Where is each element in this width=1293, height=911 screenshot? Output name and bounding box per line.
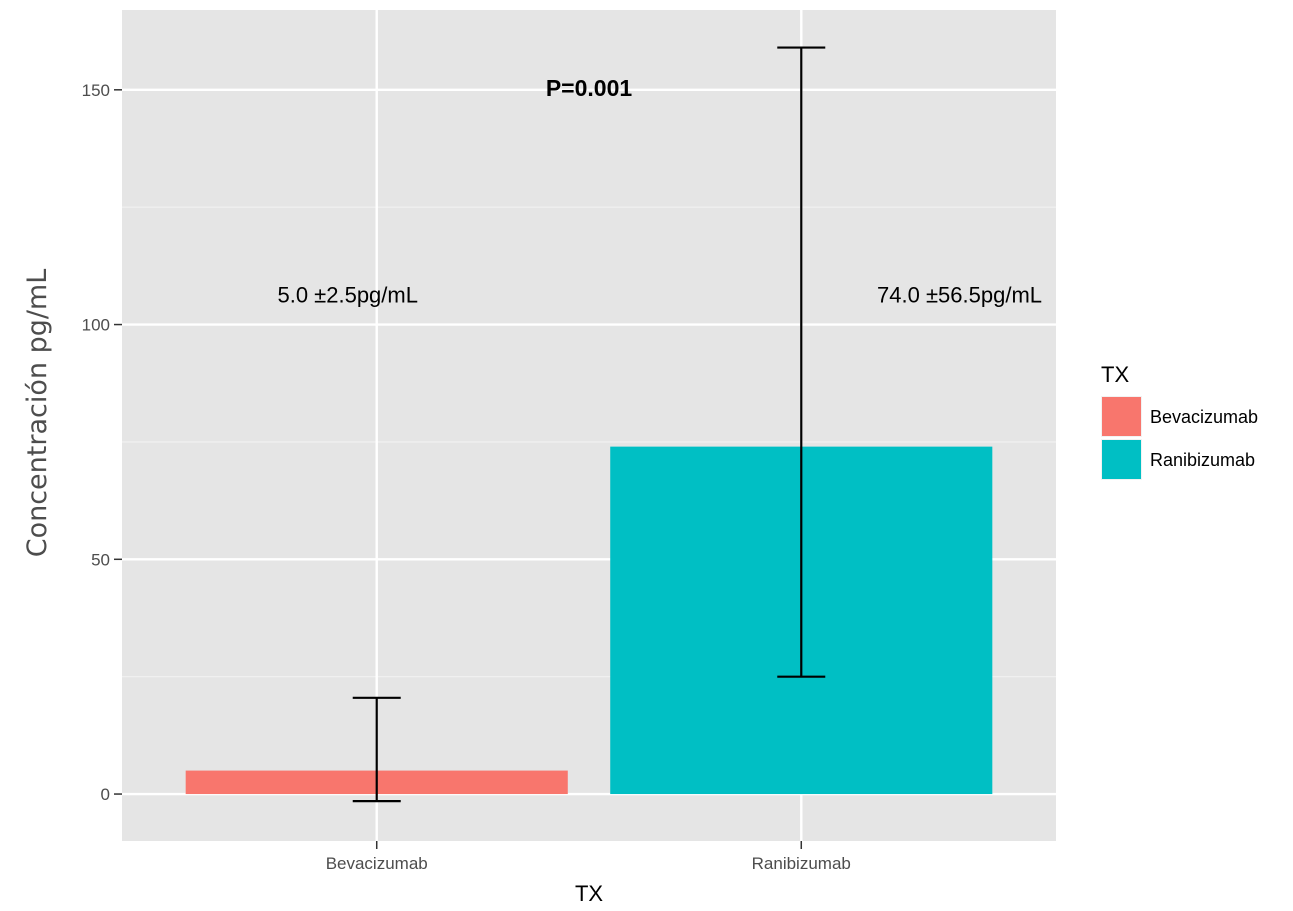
x-axis-title: TX <box>575 881 603 906</box>
legend-label: Bevacizumab <box>1150 407 1258 427</box>
x-tick-label: Ranibizumab <box>752 854 851 873</box>
y-axis-title: Concentración pg/mL <box>22 269 53 558</box>
p-value-annotation: P=0.001 <box>546 75 633 101</box>
legend-swatch-ranibizumab <box>1102 440 1141 479</box>
legend: TX Bevacizumab Ranibizumab <box>1101 362 1258 480</box>
x-axis: Bevacizumab Ranibizumab <box>326 841 851 873</box>
y-tick-label: 100 <box>82 316 110 335</box>
legend-swatch-bevacizumab <box>1102 397 1141 436</box>
legend-label: Ranibizumab <box>1150 450 1255 470</box>
y-tick-label: 0 <box>101 785 110 804</box>
legend-title: TX <box>1101 362 1129 387</box>
x-tick-label: Bevacizumab <box>326 854 428 873</box>
y-tick-label: 50 <box>91 550 110 569</box>
mean-sd-annotation: 74.0 ±56.5pg/mL <box>877 282 1042 307</box>
y-tick-label: 150 <box>82 81 110 100</box>
error-bars <box>352 46 826 803</box>
y-axis: 0 50 100 150 <box>82 81 122 804</box>
annotations: 5.0 ±2.5pg/mL 74.0 ±56.5pg/mL P=0.001 <box>277 75 1042 308</box>
mean-sd-annotation: 5.0 ±2.5pg/mL <box>277 282 418 307</box>
